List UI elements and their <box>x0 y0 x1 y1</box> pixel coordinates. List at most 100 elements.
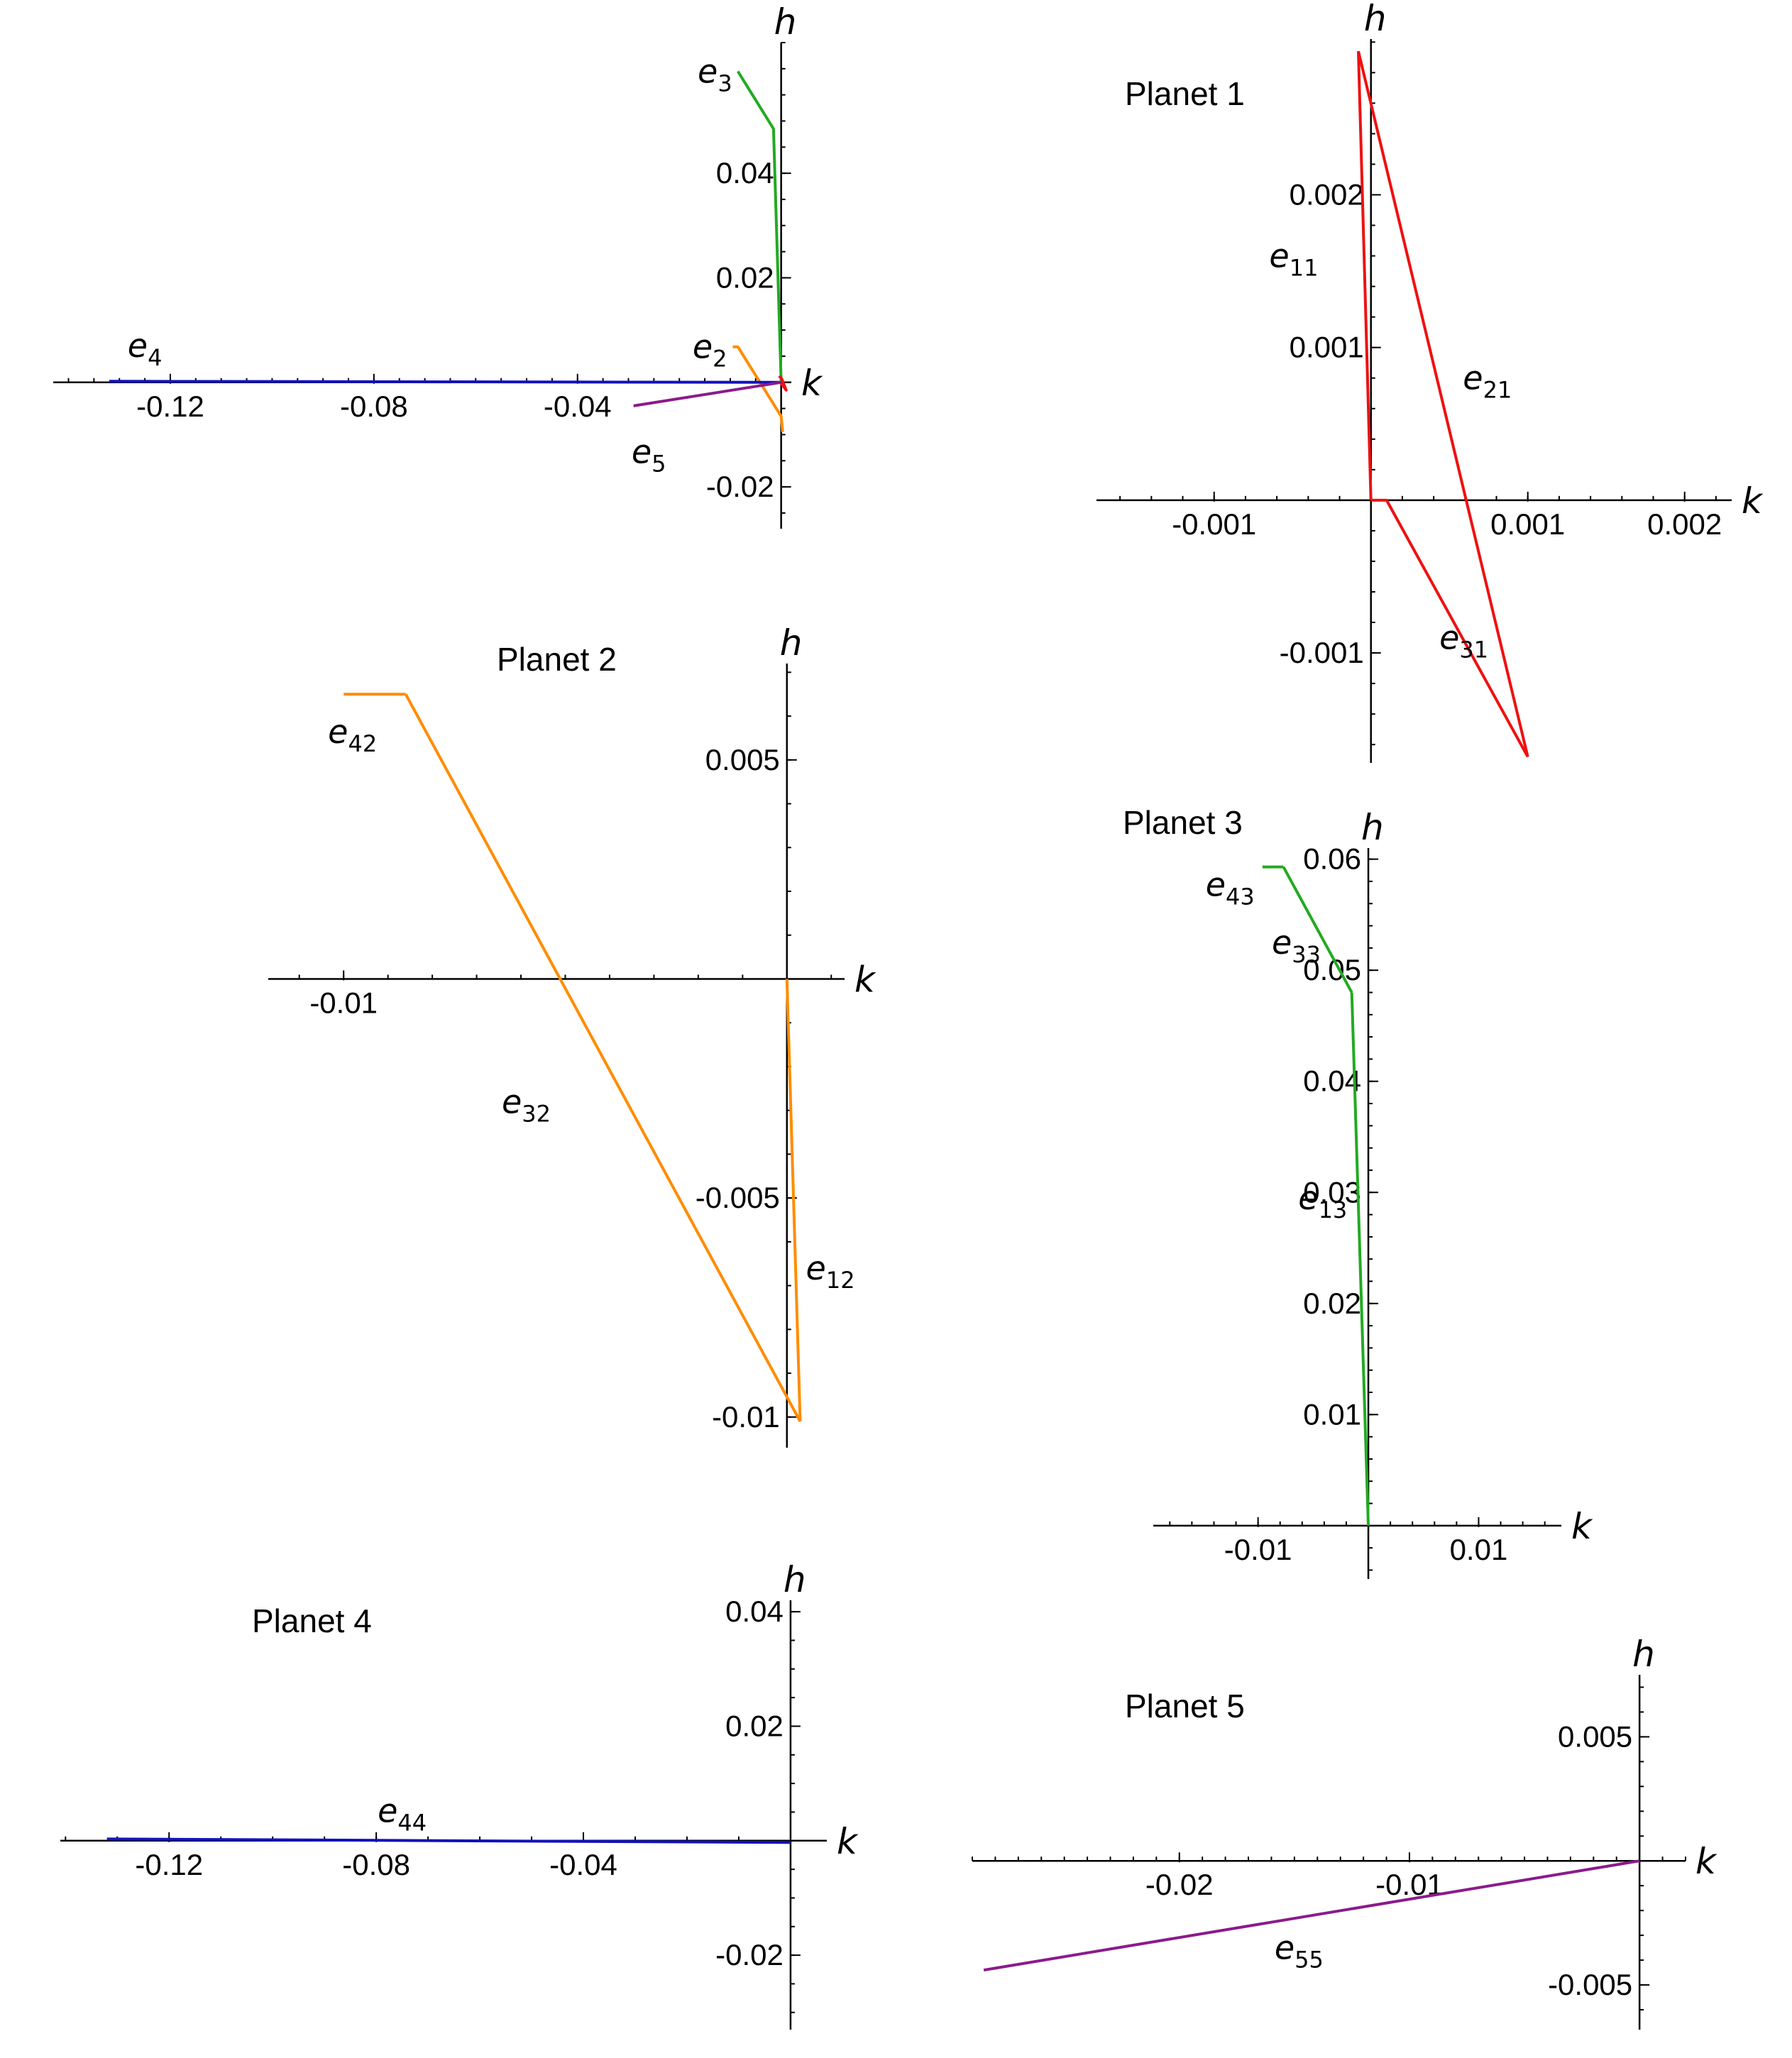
series-label-base: e <box>328 712 348 751</box>
x-axis-label: k <box>801 363 823 404</box>
series-label-subscript: 5 <box>652 451 666 478</box>
series-label-subscript: 31 <box>1459 637 1488 664</box>
series-label-base: e <box>378 1792 397 1830</box>
y-tick-label: 0.001 <box>1290 331 1364 364</box>
series-label-base: e <box>1269 237 1289 275</box>
y-tick-label: 0.06 <box>1303 842 1361 876</box>
series-label-base: e <box>693 328 713 366</box>
series-label-e5: e5 <box>632 433 666 478</box>
series-label-subscript: 4 <box>148 344 162 371</box>
series-line-e5 <box>633 380 782 407</box>
y-tick-label: -0.02 <box>715 1938 784 1971</box>
x-tick-label: -0.01 <box>1224 1533 1292 1566</box>
series-label-subscript: 13 <box>1319 1196 1348 1223</box>
series-line-e55 <box>983 1859 1640 1972</box>
series-label-base: e <box>1272 923 1292 962</box>
series-label-e42: e42 <box>328 712 377 757</box>
series-label-e11: e11 <box>1269 237 1318 282</box>
panel-planet-1: -0.001 0.001 0.002 0.002 0.001 -0.001 k h Planet… <box>1096 0 1764 763</box>
series-line-e21 <box>1357 50 1529 757</box>
series-label-e44: e44 <box>378 1792 427 1837</box>
series-label-subscript: 12 <box>826 1267 855 1294</box>
series-label-e32: e32 <box>502 1082 551 1127</box>
y-axis-label: h <box>1632 1634 1655 1675</box>
y-tick-label: -0.005 <box>1548 1968 1632 2001</box>
y-tick-label: 0.04 <box>1303 1064 1361 1098</box>
series-line-e44 <box>106 1837 791 1844</box>
series-label-e12: e12 <box>806 1249 855 1294</box>
x-tick-label: -0.04 <box>549 1848 617 1881</box>
series-label-e3: e3 <box>698 53 732 97</box>
x-axis-label: k <box>1742 480 1764 522</box>
series-label-subscript: 32 <box>522 1100 551 1127</box>
y-tick-label: 0.02 <box>716 260 774 294</box>
series-line-e33 <box>1282 866 1353 994</box>
y-tick-label: 0.04 <box>725 1595 784 1628</box>
series-label-base: e <box>128 326 148 365</box>
series-label-base: e <box>1463 359 1483 397</box>
x-tick-label: -0.02 <box>1145 1868 1214 1901</box>
series-label-e33: e33 <box>1272 923 1321 968</box>
series-label-e21: e21 <box>1463 359 1512 404</box>
y-axis-label: h <box>780 622 803 664</box>
series-label-subscript: 33 <box>1292 941 1321 968</box>
y-tick-label: -0.01 <box>712 1400 780 1434</box>
x-tick-label: -0.08 <box>340 390 408 423</box>
x-axis-label: k <box>854 959 876 1000</box>
series-label-subscript: 2 <box>713 346 727 373</box>
x-axis-label: k <box>1695 1841 1717 1882</box>
y-tick-label: 0.04 <box>716 156 774 189</box>
x-tick-label: -0.12 <box>135 1848 203 1881</box>
x-tick-label: 0.01 <box>1450 1533 1508 1566</box>
x-tick-label: 0.001 <box>1490 507 1565 541</box>
y-tick-label: 0.002 <box>1290 177 1364 211</box>
series-line-e3 <box>736 70 783 383</box>
series-label-e31: e31 <box>1439 619 1488 664</box>
x-tick-label: -0.12 <box>136 390 204 423</box>
panel-title: Planet 3 <box>1123 804 1243 841</box>
y-tick-label: -0.02 <box>706 470 774 503</box>
series-line-e4 <box>109 380 781 384</box>
series-label-base: e <box>632 433 652 471</box>
series-label-base: e <box>806 1249 826 1287</box>
series-label-subscript: 44 <box>397 1810 427 1837</box>
x-tick-label: -0.01 <box>309 986 378 1019</box>
y-tick-label: -0.001 <box>1280 636 1364 669</box>
y-axis-label: h <box>784 1559 806 1600</box>
series-label-e4: e4 <box>128 326 163 371</box>
series-label-base: e <box>1275 1929 1294 1967</box>
series-label-e13: e13 <box>1298 1179 1347 1223</box>
y-tick-label: 0.01 <box>1303 1397 1361 1431</box>
x-axis-label: k <box>1571 1506 1593 1547</box>
series-label-e55: e55 <box>1275 1929 1324 1974</box>
series-label-base: e <box>698 53 718 91</box>
y-axis-label: h <box>774 1 797 43</box>
y-axis-label: h <box>1364 0 1387 39</box>
x-tick-label: -0.04 <box>544 390 612 423</box>
y-tick-label: 0.02 <box>1303 1287 1361 1320</box>
series-label-base: e <box>1439 619 1459 657</box>
y-tick-label: 0.02 <box>725 1709 784 1742</box>
series-label-subscript: 55 <box>1294 1947 1324 1974</box>
series-label-e43: e43 <box>1206 866 1255 910</box>
series-label-subscript: 21 <box>1483 377 1512 404</box>
panel-title: Planet 2 <box>497 641 617 678</box>
series-label-subscript: 3 <box>718 70 732 97</box>
y-tick-label: 0.005 <box>1558 1719 1632 1753</box>
series-label-subscript: 42 <box>348 730 377 757</box>
series-line-e13 <box>1350 992 1370 1526</box>
x-axis-label: k <box>837 1821 859 1862</box>
series-line-e11 <box>1357 51 1373 500</box>
x-tick-label: -0.08 <box>342 1848 410 1881</box>
y-tick-label: -0.005 <box>696 1181 780 1214</box>
panel-planet-3: -0.01 0.010.060.050.040.030.020.01khPlane… <box>1123 804 1593 1579</box>
series-label-subscript: 11 <box>1290 255 1319 282</box>
series-line-e12 <box>785 979 802 1422</box>
series-line-e31 <box>1370 498 1529 758</box>
x-tick-label: 0.002 <box>1647 507 1722 541</box>
series-line-e1 <box>778 375 788 392</box>
panel-title: Planet 1 <box>1125 75 1245 112</box>
